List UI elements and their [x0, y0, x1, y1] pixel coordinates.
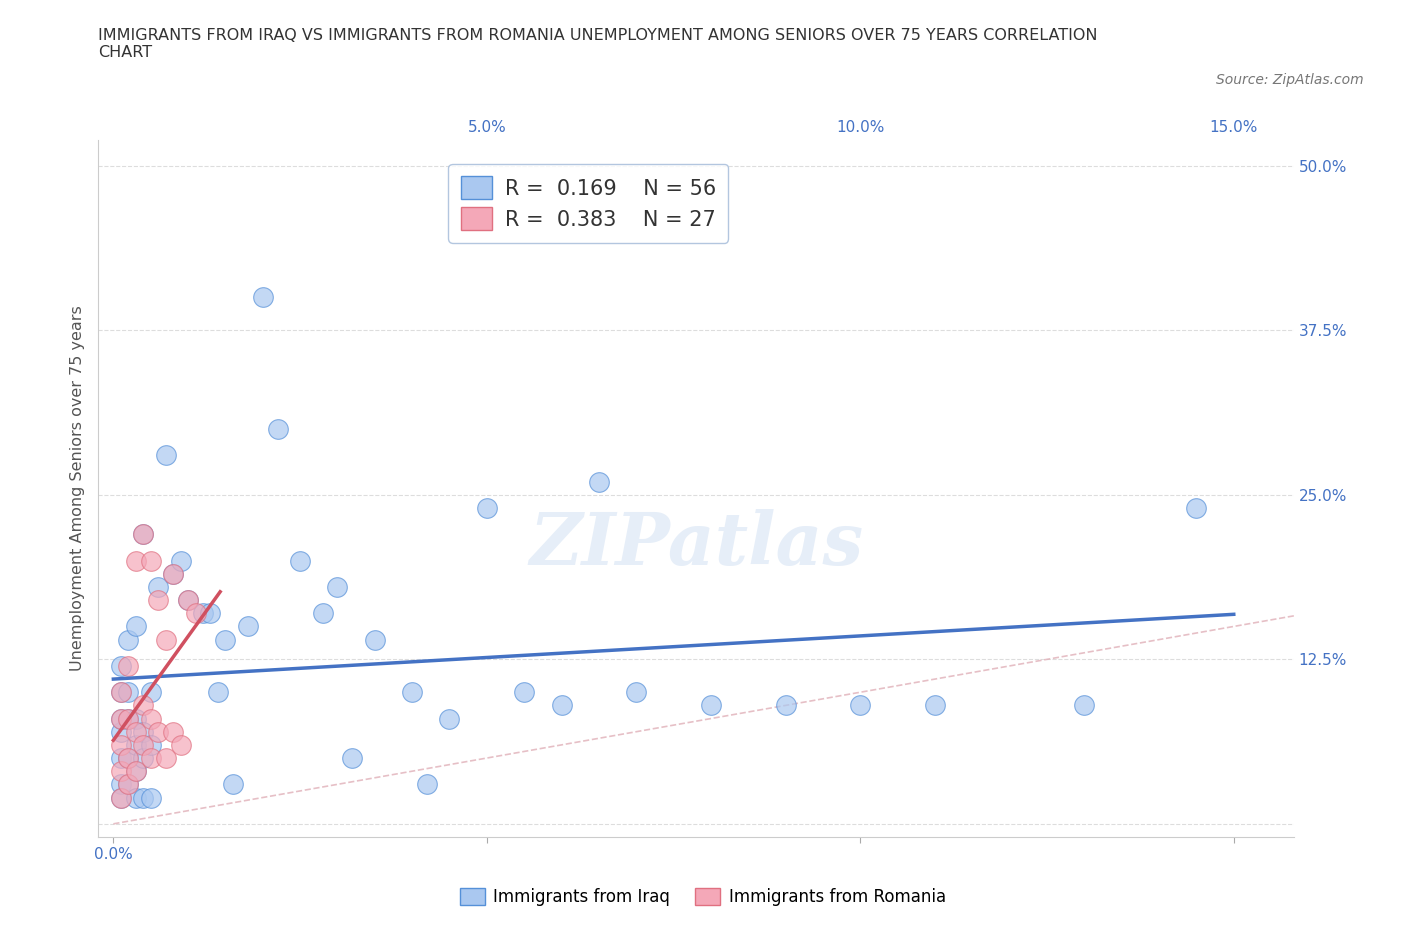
Point [236, 619, 259, 634]
Point [110, 751, 132, 765]
Point [200, 605, 222, 620]
Point [110, 684, 132, 699]
Point [401, 684, 423, 699]
Point [117, 658, 139, 673]
Point [117, 632, 139, 647]
Point [155, 448, 177, 463]
Point [132, 698, 155, 712]
Point [139, 751, 162, 765]
Point [125, 553, 148, 568]
Point [132, 790, 155, 805]
Y-axis label: Unemployment Among Seniors over 75 years: Unemployment Among Seniors over 75 years [70, 305, 86, 671]
Point [132, 527, 155, 542]
Point [117, 751, 139, 765]
Point [288, 553, 311, 568]
Point [110, 737, 132, 752]
Point [117, 777, 139, 791]
Point [184, 605, 207, 620]
Point [416, 777, 439, 791]
Point [110, 724, 132, 739]
Point [139, 711, 162, 726]
Point [177, 592, 200, 607]
Point [252, 290, 274, 305]
Point [162, 566, 184, 581]
Point [110, 790, 132, 805]
Point [169, 737, 191, 752]
Point [207, 684, 229, 699]
Point [117, 751, 139, 765]
Point [125, 619, 148, 634]
Point [117, 777, 139, 791]
Point [1073, 698, 1095, 712]
Point [588, 474, 610, 489]
Point [624, 684, 647, 699]
Text: Source: ZipAtlas.com: Source: ZipAtlas.com [1216, 73, 1364, 86]
Point [849, 698, 872, 712]
Point [139, 553, 162, 568]
Point [169, 553, 191, 568]
Point [117, 684, 139, 699]
Point [148, 579, 170, 594]
Text: ZIPatlas: ZIPatlas [529, 509, 863, 579]
Point [132, 751, 155, 765]
Point [311, 605, 333, 620]
Point [155, 632, 177, 647]
Point [364, 632, 387, 647]
Point [439, 711, 461, 726]
Point [775, 698, 797, 712]
Point [132, 724, 155, 739]
Point [148, 724, 170, 739]
Point [132, 737, 155, 752]
Point [342, 751, 364, 765]
Point [125, 711, 148, 726]
Point [214, 632, 236, 647]
Point [139, 790, 162, 805]
Point [117, 711, 139, 726]
Point [125, 737, 148, 752]
Point [267, 421, 290, 436]
Point [700, 698, 723, 712]
Text: IMMIGRANTS FROM IRAQ VS IMMIGRANTS FROM ROMANIA UNEMPLOYMENT AMONG SENIORS OVER : IMMIGRANTS FROM IRAQ VS IMMIGRANTS FROM … [98, 28, 1098, 60]
Point [550, 698, 572, 712]
Point [148, 592, 170, 607]
Point [924, 698, 946, 712]
Point [513, 684, 536, 699]
Point [139, 684, 162, 699]
Legend: R =  0.169    N = 56, R =  0.383    N = 27: R = 0.169 N = 56, R = 0.383 N = 27 [449, 164, 728, 243]
Point [110, 658, 132, 673]
Point [125, 764, 148, 778]
Point [1185, 500, 1208, 515]
Point [110, 790, 132, 805]
Point [125, 764, 148, 778]
Point [117, 711, 139, 726]
Point [125, 724, 148, 739]
Point [326, 579, 349, 594]
Point [110, 684, 132, 699]
Point [110, 777, 132, 791]
Point [162, 566, 184, 581]
Point [162, 724, 184, 739]
Point [110, 711, 132, 726]
Point [139, 737, 162, 752]
Point [110, 764, 132, 778]
Point [191, 605, 214, 620]
Point [125, 790, 148, 805]
Point [155, 751, 177, 765]
Point [132, 527, 155, 542]
Legend: Immigrants from Iraq, Immigrants from Romania: Immigrants from Iraq, Immigrants from Ro… [454, 881, 952, 912]
Point [110, 711, 132, 726]
Point [222, 777, 245, 791]
Point [475, 500, 498, 515]
Point [177, 592, 200, 607]
